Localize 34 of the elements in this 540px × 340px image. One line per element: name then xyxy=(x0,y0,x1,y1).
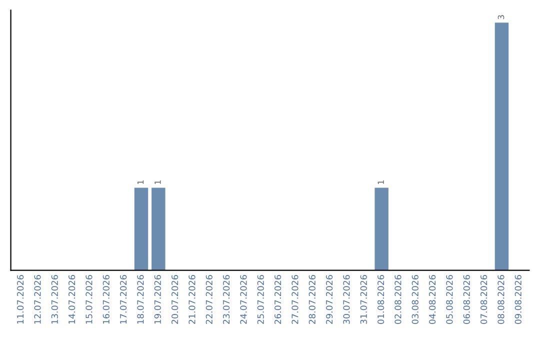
x-tick-label: 31.07.2026 xyxy=(360,275,367,324)
x-tick-label: 04.08.2026 xyxy=(428,275,436,324)
x-tick-label: 30.07.2026 xyxy=(343,275,350,324)
x-tick-label: 21.07.2026 xyxy=(188,275,196,324)
x-tick-label: 22.07.2026 xyxy=(206,275,212,324)
x-tick-label: 28.07.2026 xyxy=(308,275,316,324)
x-tick-label: 13.07.2026 xyxy=(51,275,58,324)
x-tick-label: 17.07.2026 xyxy=(120,275,127,324)
x-tick-label: 06.08.2026 xyxy=(463,275,470,324)
data-label: 1 xyxy=(137,180,144,184)
x-tick-label: 11.07.2026 xyxy=(17,275,24,324)
x-tick-label: 24.07.2026 xyxy=(240,275,247,324)
x-tick-label: 19.07.2026 xyxy=(154,275,161,324)
x-tick-label: 29.07.2026 xyxy=(326,275,333,324)
x-tick-label: 25.07.2026 xyxy=(257,275,264,324)
x-tick-label: 01.08.2026 xyxy=(377,275,384,324)
x-tick-label: 02.08.2026 xyxy=(394,275,402,324)
x-tick-label: 08.08.2026 xyxy=(498,275,504,324)
x-tick-label: 26.07.2026 xyxy=(274,275,282,324)
x-tick-label: 07.08.2026 xyxy=(480,275,488,324)
x-tick-label: 16.07.2026 xyxy=(102,275,110,324)
x-tick-label: 27.07.2026 xyxy=(292,275,298,324)
x-tick-label: 15.07.2026 xyxy=(86,275,92,324)
x-tick-label: 18.07.2026 xyxy=(137,275,144,324)
data-label: 3 xyxy=(498,15,504,20)
x-tick-label: 12.07.2026 xyxy=(34,275,41,324)
x-tick-label: 03.08.2026 xyxy=(412,275,418,324)
data-label: 1 xyxy=(378,180,384,184)
x-tick-label: 23.07.2026 xyxy=(223,275,230,324)
x-tick-label: 09.08.2026 xyxy=(514,275,522,324)
x-tick-label: 05.08.2026 xyxy=(446,275,453,324)
x-tick-label: 14.07.2026 xyxy=(68,275,76,324)
data-label: 1 xyxy=(154,180,161,184)
x-tick-label: 20.07.2026 xyxy=(172,275,178,324)
